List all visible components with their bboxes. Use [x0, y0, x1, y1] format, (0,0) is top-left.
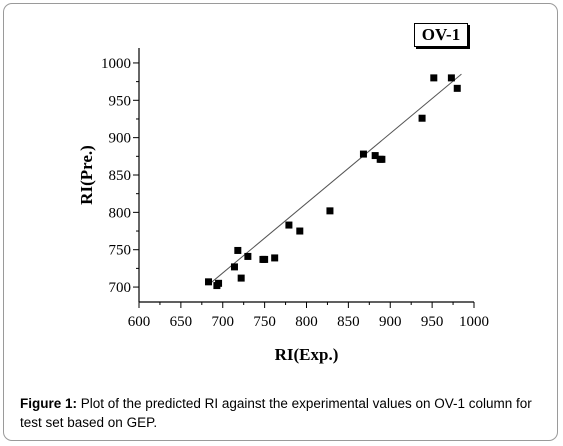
data-point	[234, 246, 242, 254]
y-tick-label: 1000	[101, 56, 131, 72]
data-point	[230, 263, 238, 271]
scatter-plot: 600 650 700 750 800 850 900 950 1000 700 750 800 850…	[77, 48, 489, 364]
figure-caption: Figure 1: Plot of the predicted RI again…	[20, 394, 550, 432]
y-tick-label: 900	[109, 131, 132, 147]
x-tick-label: 700	[212, 314, 235, 330]
y-tick-label: 750	[109, 243, 132, 259]
y-tick-label: 800	[109, 205, 132, 221]
panel-label: OV-1	[414, 23, 468, 47]
x-axis-title: RI(Exp.)	[275, 345, 339, 364]
data-point	[371, 152, 379, 160]
data-point	[205, 278, 213, 286]
data-point	[285, 221, 293, 229]
y-tick-label: 850	[109, 168, 132, 184]
x-tick-label: 800	[295, 314, 318, 330]
data-point	[244, 252, 252, 260]
data-point	[447, 74, 455, 82]
y-axis-title: RI(Pre.)	[77, 145, 96, 205]
x-tick-label: 1000	[459, 314, 489, 330]
y-tick-label: 950	[109, 93, 132, 109]
caption-text: Plot of the predicted RI against the exp…	[20, 396, 532, 430]
data-point	[237, 274, 245, 282]
y-tick-label: 700	[109, 280, 132, 296]
data-point	[453, 84, 461, 92]
caption-label: Figure 1:	[20, 396, 78, 411]
data-point	[296, 227, 304, 235]
x-tick-label: 850	[337, 314, 360, 330]
x-tick-label: 900	[379, 314, 402, 330]
data-point	[326, 207, 334, 215]
data-point	[418, 114, 426, 122]
x-tick-label: 600	[128, 314, 151, 330]
x-tick-label: 650	[170, 314, 193, 330]
data-point	[359, 150, 367, 158]
figure-panel: 600 650 700 750 800 850 900 950 1000 700 750 800 850…	[3, 3, 558, 441]
x-tick-label: 950	[421, 314, 444, 330]
x-tick-label: 750	[253, 314, 276, 330]
data-point	[430, 74, 438, 82]
regression-line	[208, 73, 462, 286]
data-point	[271, 254, 279, 262]
data-point	[215, 279, 223, 287]
data-point	[261, 255, 269, 263]
data-point	[378, 155, 386, 163]
